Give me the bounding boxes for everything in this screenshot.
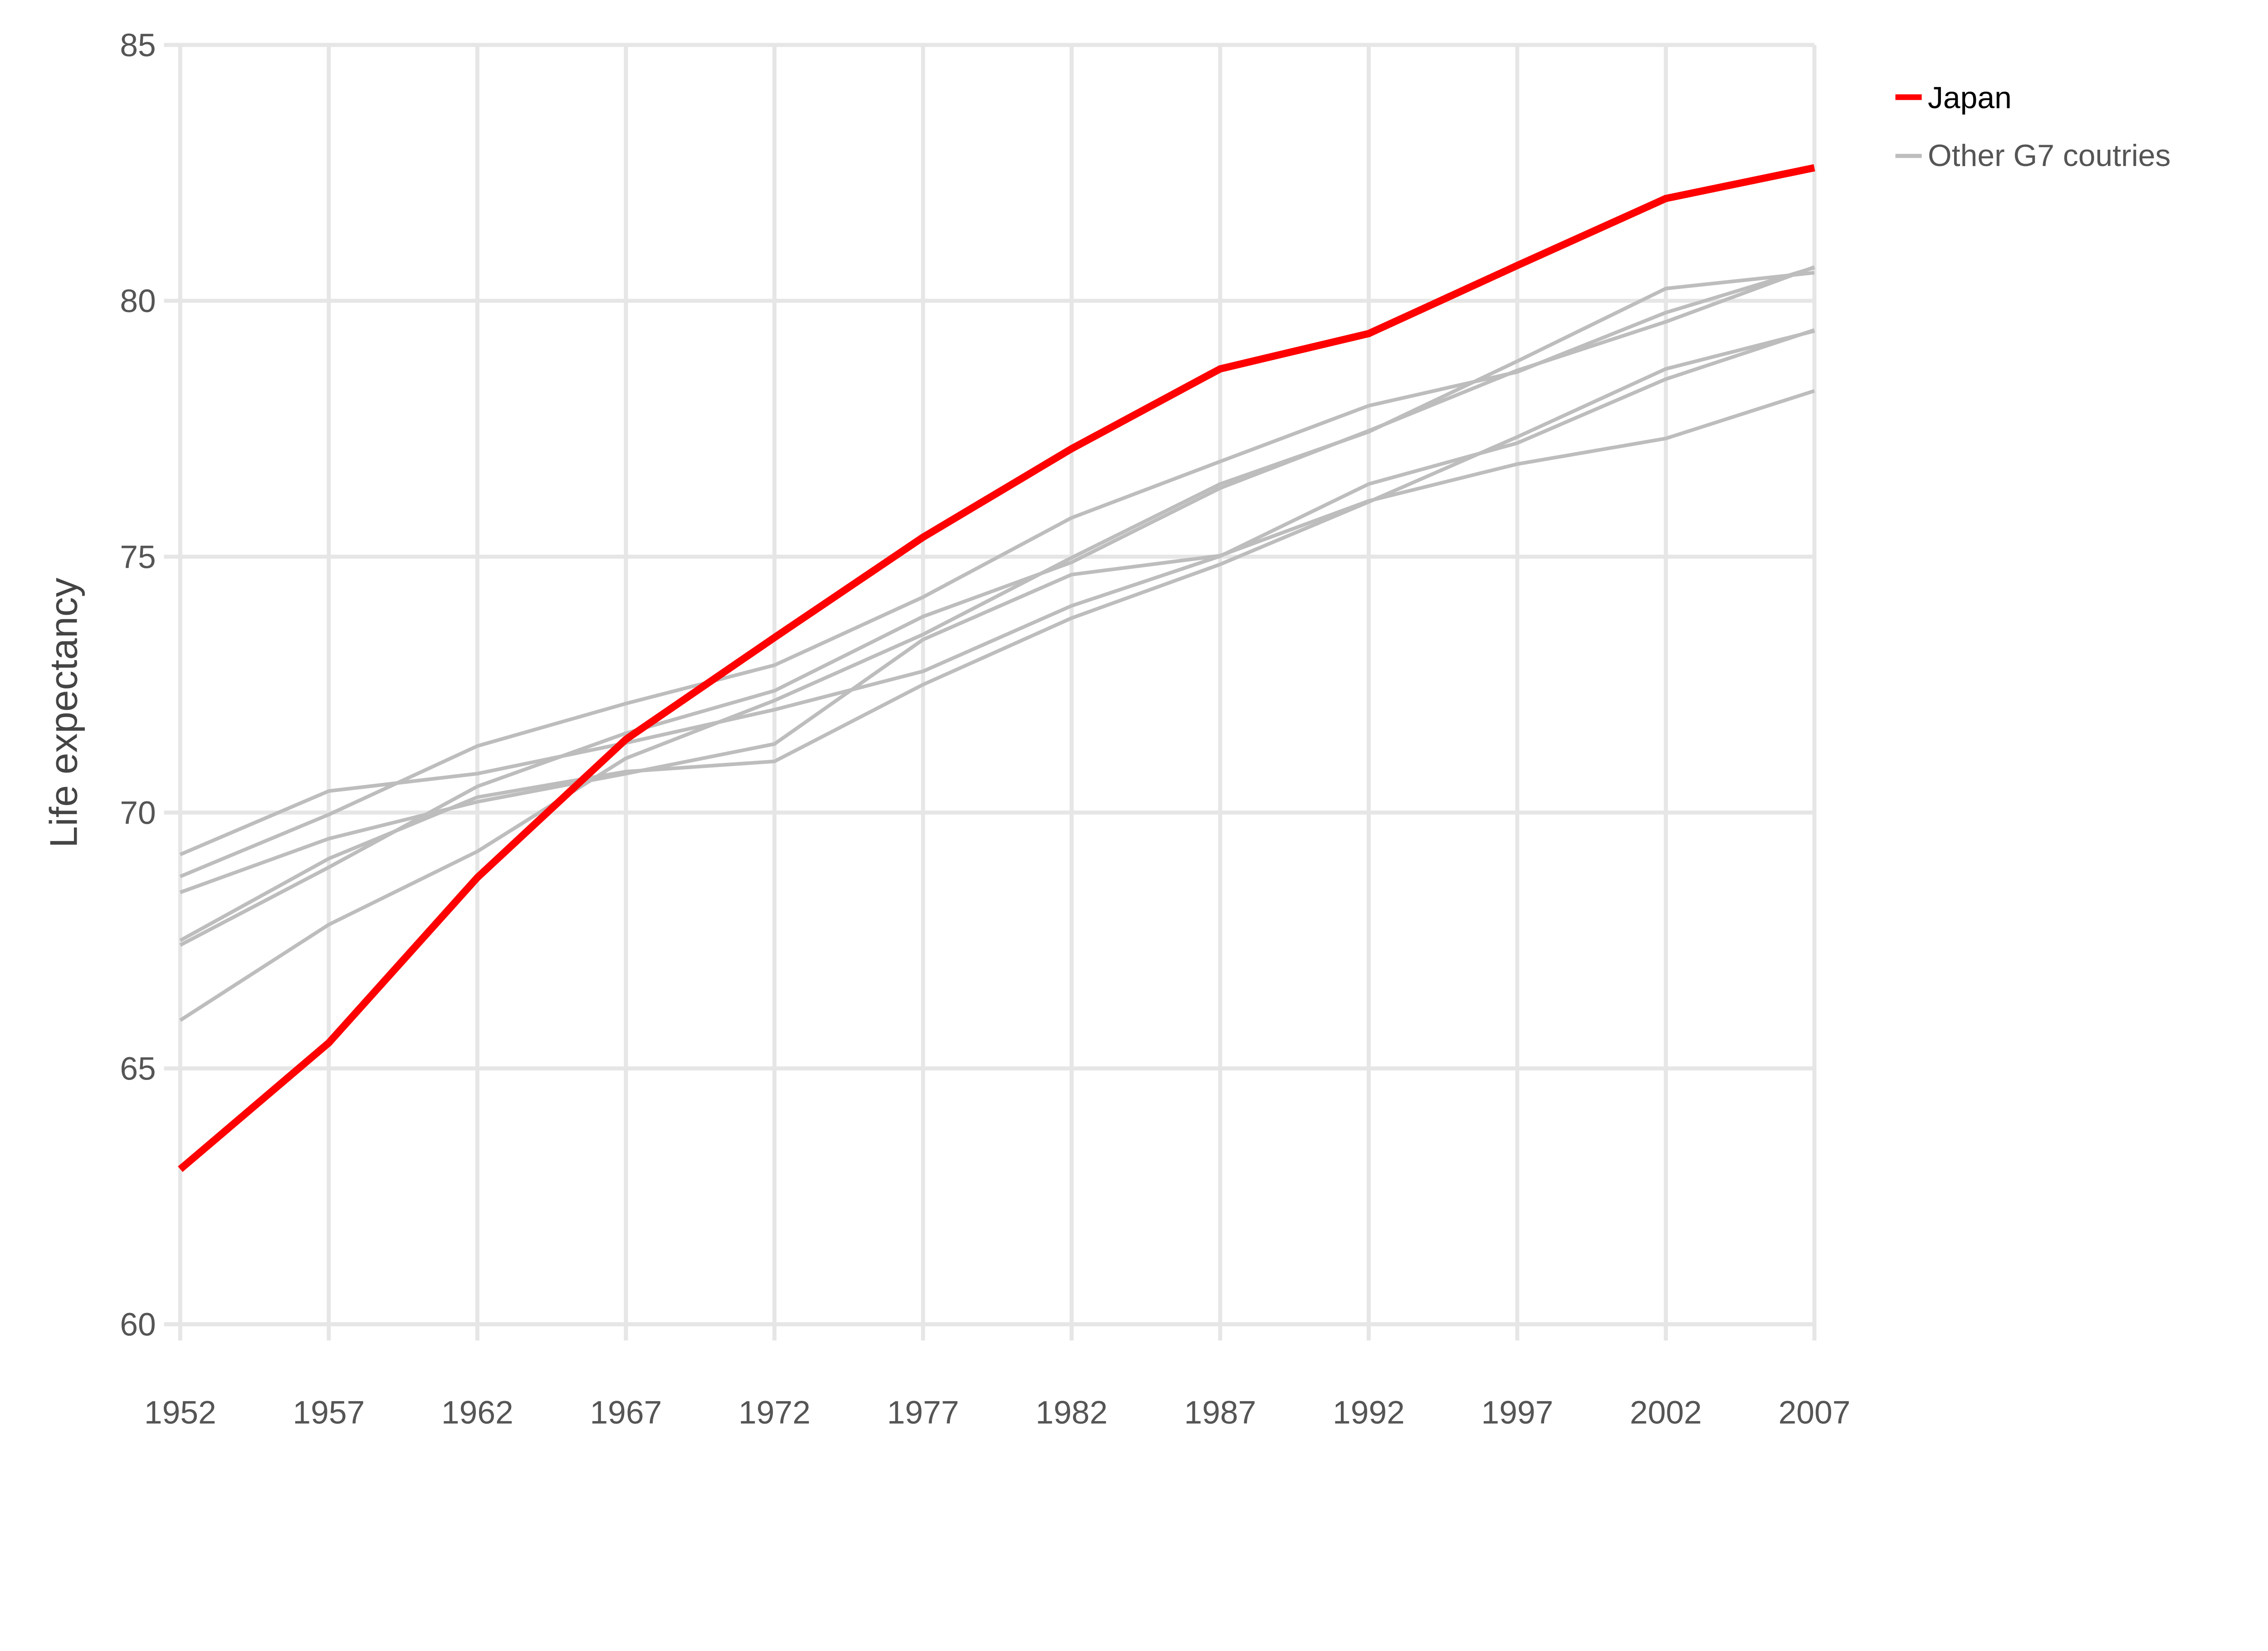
y-axis-ticks: 60 65 70 75 80 85 [120, 27, 156, 1343]
x-tick-label: 1952 [144, 1394, 216, 1431]
y-tick-label: 65 [120, 1051, 156, 1087]
x-tick-label: 1977 [887, 1394, 959, 1431]
series-line-canada [179, 266, 1815, 879]
x-tick-label: 1957 [293, 1394, 365, 1431]
x-tick-label: 1962 [441, 1394, 513, 1431]
series-line-united-states [179, 389, 1815, 894]
grid [164, 43, 1817, 1341]
y-tick-label: 75 [120, 539, 156, 575]
x-tick-label: 2002 [1630, 1394, 1702, 1431]
y-tick-label: 85 [120, 27, 156, 64]
series-line-italy [179, 271, 1815, 1022]
x-tick-label: 2007 [1779, 1394, 1851, 1431]
y-tick-label: 80 [120, 283, 156, 319]
x-tick-label: 1967 [590, 1394, 662, 1431]
x-tick-label: 1992 [1333, 1394, 1405, 1431]
other-series [179, 265, 1815, 1022]
legend: Japan Other G7 coutries [1895, 81, 2170, 173]
y-axis-label: Life expectancy [42, 578, 86, 848]
x-tick-label: 1987 [1184, 1394, 1256, 1431]
highlight-series [178, 164, 1815, 1172]
x-tick-label: 1982 [1036, 1394, 1108, 1431]
series-line-united-kingdom [179, 328, 1815, 856]
y-tick-label: 60 [120, 1307, 156, 1343]
legend-label-japan: Japan [1928, 81, 2012, 115]
series-line-japan [178, 164, 1815, 1172]
series-line-france [179, 265, 1815, 947]
legend-label-other: Other G7 coutries [1928, 139, 2170, 173]
y-tick-label: 70 [120, 795, 156, 831]
x-axis-ticks: 1952 1957 1962 1967 1972 1977 1982 1987 1992 1997… [144, 1394, 1851, 1431]
life-expectancy-chart: 1952 1957 1962 1967 1972 1977 1982 1987 1992 1997… [42, 27, 2171, 1431]
x-tick-label: 1972 [738, 1394, 811, 1431]
x-tick-label: 1997 [1481, 1394, 1554, 1431]
